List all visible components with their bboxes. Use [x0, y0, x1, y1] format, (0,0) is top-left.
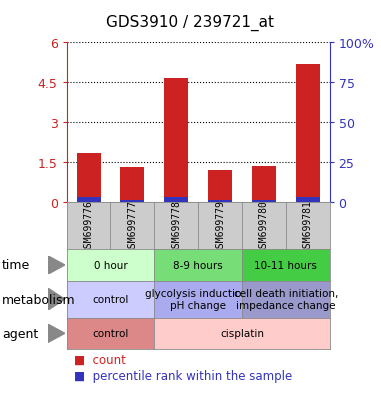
- Bar: [120, 200, 144, 202]
- Polygon shape: [48, 324, 65, 343]
- Text: ■  percentile rank within the sample: ■ percentile rank within the sample: [74, 369, 293, 382]
- Text: metabolism: metabolism: [2, 293, 75, 306]
- Text: GSM699778: GSM699778: [171, 200, 181, 252]
- Bar: [77, 153, 101, 202]
- Text: 8-9 hours: 8-9 hours: [173, 260, 223, 271]
- Bar: [120, 168, 144, 202]
- Bar: [164, 79, 188, 202]
- Text: cisplatin: cisplatin: [220, 328, 264, 339]
- Bar: [252, 166, 276, 202]
- Bar: [252, 200, 276, 202]
- Text: time: time: [2, 259, 30, 272]
- Text: 10-11 hours: 10-11 hours: [254, 260, 317, 271]
- Bar: [208, 201, 232, 202]
- Text: GSM699776: GSM699776: [83, 200, 94, 252]
- Bar: [164, 197, 188, 202]
- Polygon shape: [48, 288, 65, 311]
- Text: 0 hour: 0 hour: [94, 260, 127, 271]
- Bar: [77, 197, 101, 202]
- Text: ■  count: ■ count: [74, 353, 126, 366]
- Text: agent: agent: [2, 327, 38, 340]
- Text: control: control: [92, 328, 129, 339]
- Text: GSM699779: GSM699779: [215, 200, 225, 252]
- Text: cell death initiation,
impedance change: cell death initiation, impedance change: [234, 289, 338, 310]
- Text: GSM699781: GSM699781: [303, 200, 313, 252]
- Polygon shape: [48, 256, 65, 275]
- Bar: [208, 171, 232, 202]
- Text: GSM699777: GSM699777: [127, 200, 138, 252]
- Text: GDS3910 / 239721_at: GDS3910 / 239721_at: [107, 14, 274, 31]
- Bar: [296, 197, 320, 202]
- Text: control: control: [92, 294, 129, 304]
- Text: GSM699780: GSM699780: [259, 200, 269, 252]
- Bar: [296, 64, 320, 202]
- Text: glycolysis induction,
pH change: glycolysis induction, pH change: [145, 289, 251, 310]
